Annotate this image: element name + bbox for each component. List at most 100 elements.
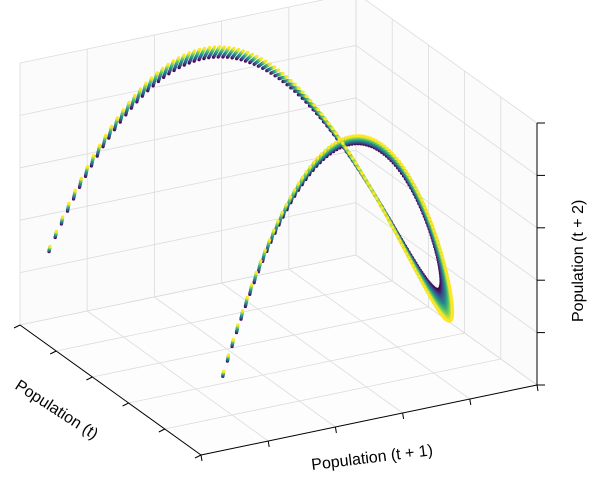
data-point xyxy=(369,187,373,191)
data-point xyxy=(354,161,358,166)
data-point xyxy=(374,139,378,143)
data-point xyxy=(402,166,406,170)
data-point xyxy=(360,134,364,138)
data-point xyxy=(400,243,404,247)
data-point xyxy=(237,47,241,52)
data-point xyxy=(418,278,423,282)
data-point xyxy=(301,90,305,94)
data-point xyxy=(327,122,331,126)
data-point xyxy=(334,140,338,145)
data-point xyxy=(281,71,285,75)
data-point xyxy=(427,293,431,297)
data-point xyxy=(449,291,453,295)
data-point xyxy=(86,165,90,169)
x-tick xyxy=(86,376,93,381)
data-point xyxy=(297,181,301,185)
data-point xyxy=(425,210,429,214)
data-point xyxy=(382,144,387,148)
x-tick xyxy=(158,428,166,433)
data-point xyxy=(277,68,281,72)
data-point xyxy=(366,182,370,186)
data-point xyxy=(432,229,437,233)
data-point xyxy=(372,192,376,196)
data-point xyxy=(127,100,131,104)
data-point xyxy=(448,285,452,289)
data-point xyxy=(391,225,395,229)
data-point xyxy=(443,263,447,267)
y-axis-line xyxy=(200,384,538,456)
grid-line xyxy=(154,296,336,428)
data-point xyxy=(320,112,324,116)
data-point xyxy=(289,79,293,83)
data-point xyxy=(297,86,301,90)
data-point xyxy=(408,176,413,180)
x-axis-label: Population (t) xyxy=(12,377,101,443)
z-axis-label: Population (t + 2) xyxy=(570,200,587,322)
data-point xyxy=(383,211,387,215)
data-point xyxy=(319,152,324,156)
data-point xyxy=(250,52,255,56)
grid-line xyxy=(355,45,538,176)
data-point xyxy=(121,108,125,112)
grid-line xyxy=(92,306,429,378)
data-point xyxy=(324,117,328,121)
data-point xyxy=(406,172,410,177)
data-point xyxy=(415,271,419,275)
data-point xyxy=(447,282,451,286)
data-point xyxy=(192,49,197,53)
data-point xyxy=(61,215,65,219)
data-point xyxy=(161,66,165,70)
data-point xyxy=(435,237,439,241)
data-point xyxy=(166,62,170,67)
data-points xyxy=(47,45,455,378)
data-point xyxy=(380,142,384,146)
axes-lines xyxy=(13,122,545,462)
data-point xyxy=(264,59,268,63)
data-point xyxy=(375,197,379,201)
data-point xyxy=(366,135,370,139)
data-point xyxy=(369,136,373,140)
data-point xyxy=(280,210,284,214)
data-point xyxy=(330,143,334,147)
data-point xyxy=(393,154,397,158)
data-point xyxy=(422,284,426,288)
data-point xyxy=(341,137,345,141)
data-point xyxy=(337,138,341,143)
data-point xyxy=(348,151,352,155)
data-point xyxy=(246,50,250,55)
data-point xyxy=(272,65,277,69)
grid-line xyxy=(19,202,357,273)
data-point xyxy=(428,218,432,222)
data-point xyxy=(390,151,394,155)
data-point xyxy=(393,230,397,234)
data-point xyxy=(259,57,263,61)
data-point xyxy=(316,156,320,160)
data-point xyxy=(430,298,434,302)
data-point xyxy=(217,45,222,49)
data-point xyxy=(354,134,358,138)
data-point xyxy=(344,136,348,140)
data-point xyxy=(411,263,415,268)
data-point xyxy=(208,45,212,50)
axes-pane xyxy=(356,0,537,385)
data-point xyxy=(150,76,154,80)
data-point xyxy=(410,179,415,184)
data-point xyxy=(434,233,438,237)
data-point xyxy=(414,187,419,191)
data-point xyxy=(439,248,443,252)
data-point xyxy=(305,95,309,99)
data-point xyxy=(309,99,313,103)
data-point xyxy=(284,202,289,206)
data-point xyxy=(268,238,272,242)
data-point xyxy=(316,108,320,112)
data-point xyxy=(423,206,427,210)
x-tick xyxy=(49,350,57,355)
data-point xyxy=(334,131,338,136)
grid-line xyxy=(19,254,357,326)
data-point xyxy=(422,202,426,206)
data-point xyxy=(430,221,434,226)
data-point xyxy=(395,157,399,161)
data-point xyxy=(171,59,176,63)
data-point xyxy=(447,279,451,283)
data-point xyxy=(377,140,381,144)
